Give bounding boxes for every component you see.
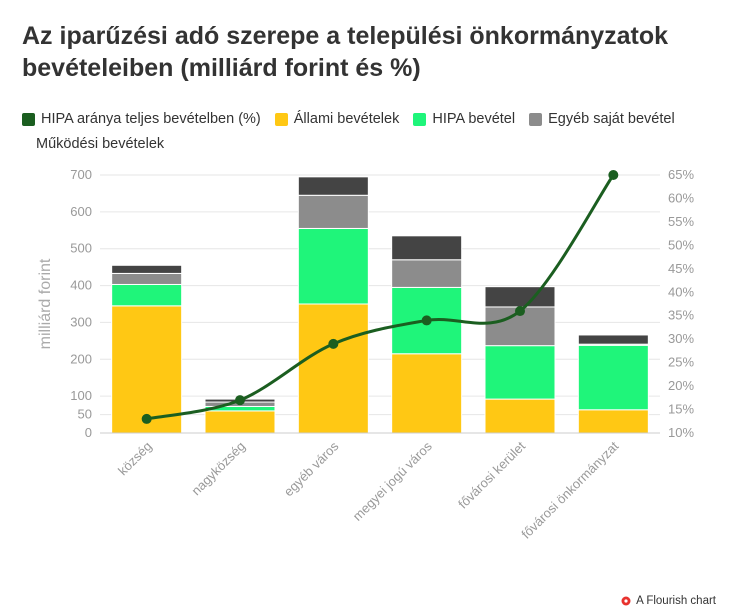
bar-segment <box>391 353 463 434</box>
legend-item[interactable]: Egyéb saját bevétel <box>529 108 675 130</box>
bar-segment <box>577 344 649 411</box>
chart-plot: 0 50 100 200 300 400 500 600 700 10% 15% 20% 25% 30% 3… <box>37 167 694 542</box>
bar-segment <box>204 410 276 434</box>
x-tick-label: fővárosi kerület <box>455 438 528 511</box>
bar-segment <box>111 272 183 285</box>
bar-segment <box>297 303 369 434</box>
line-point <box>608 170 619 180</box>
legend-label: HIPA bevétel <box>432 111 516 127</box>
y2-tick-label: 30% <box>668 331 694 346</box>
y2-tick-label: 35% <box>668 308 694 323</box>
chart-legend: HIPA aránya teljes bevételben (%) Állami … <box>22 108 742 157</box>
bar-segment <box>484 286 556 308</box>
chart-title: Az iparűzési adó szerepe a települési ön… <box>22 22 669 82</box>
x-tick-label: nagyközség <box>188 439 248 499</box>
y2-tick-label: 45% <box>668 261 694 276</box>
y-tick-label: 0 <box>85 425 92 440</box>
legend-item[interactable]: HIPA aránya teljes bevételben (%) <box>22 108 261 130</box>
legend-label: HIPA aránya teljes bevételben (%) <box>41 111 261 127</box>
bar-segment <box>577 409 649 434</box>
bar-segment <box>297 227 369 305</box>
y-tick-label: 200 <box>70 351 92 366</box>
legend-item[interactable]: Működési bevételek <box>22 133 164 155</box>
y-tick-label: 100 <box>70 388 92 403</box>
flourish-logo-icon <box>621 596 631 606</box>
bar-segment <box>577 334 649 345</box>
y-axis-label: milliárd forint <box>37 258 54 349</box>
legend-label: Egyéb saját bevétel <box>548 111 675 127</box>
flourish-credit-label: A Flourish chart <box>636 595 716 607</box>
y2-tick-label: 15% <box>668 402 694 417</box>
y2-tick-label: 60% <box>668 190 694 205</box>
legend-swatch <box>529 112 543 126</box>
legend-item[interactable]: Állami bevételek <box>274 108 400 130</box>
x-tick-label: fővárosi önkormányzat <box>518 438 621 541</box>
y2-tick-label: 55% <box>668 214 694 229</box>
x-tick-label: község <box>115 439 155 479</box>
y2-tick-label: 40% <box>668 284 694 299</box>
y-tick-label: 300 <box>70 314 92 329</box>
legend-item[interactable]: HIPA bevétel <box>413 108 515 130</box>
flourish-credit[interactable]: A Flourish chart <box>621 595 716 607</box>
y2-tick-label: 50% <box>668 237 694 252</box>
line-point <box>421 315 432 326</box>
y-tick-label: 50 <box>78 407 92 422</box>
y-tick-label: 400 <box>70 278 92 293</box>
bar-segment <box>484 398 556 434</box>
line-point <box>515 306 525 317</box>
y2-tick-label: 10% <box>668 425 694 440</box>
bar-segment <box>391 235 463 261</box>
line-point <box>235 395 245 406</box>
y-tick-label: 600 <box>70 204 92 219</box>
legend-label: Működési bevételek <box>36 135 165 152</box>
bar-segment <box>297 176 369 196</box>
y-tick-label: 700 <box>70 167 92 182</box>
bar-segment <box>111 264 183 274</box>
x-tick-label: megyei jogú város <box>350 438 436 524</box>
bar-segment <box>484 345 556 400</box>
y-tick-label: 500 <box>70 241 92 256</box>
x-tick-label: egyéb város <box>281 438 342 499</box>
legend-swatch <box>274 112 288 126</box>
line-point <box>141 413 152 424</box>
y2-tick-label: 65% <box>668 167 694 182</box>
line-point <box>328 338 339 349</box>
y2-tick-label: 25% <box>668 355 694 370</box>
legend-swatch <box>22 112 35 126</box>
y2-tick-label: 20% <box>668 378 694 393</box>
bar-segment <box>111 305 183 434</box>
legend-swatch <box>413 112 427 126</box>
legend-label: Állami bevételek <box>293 111 400 127</box>
bar-segment <box>391 259 463 288</box>
bar-segment <box>111 283 183 307</box>
bar-segment <box>297 194 369 229</box>
